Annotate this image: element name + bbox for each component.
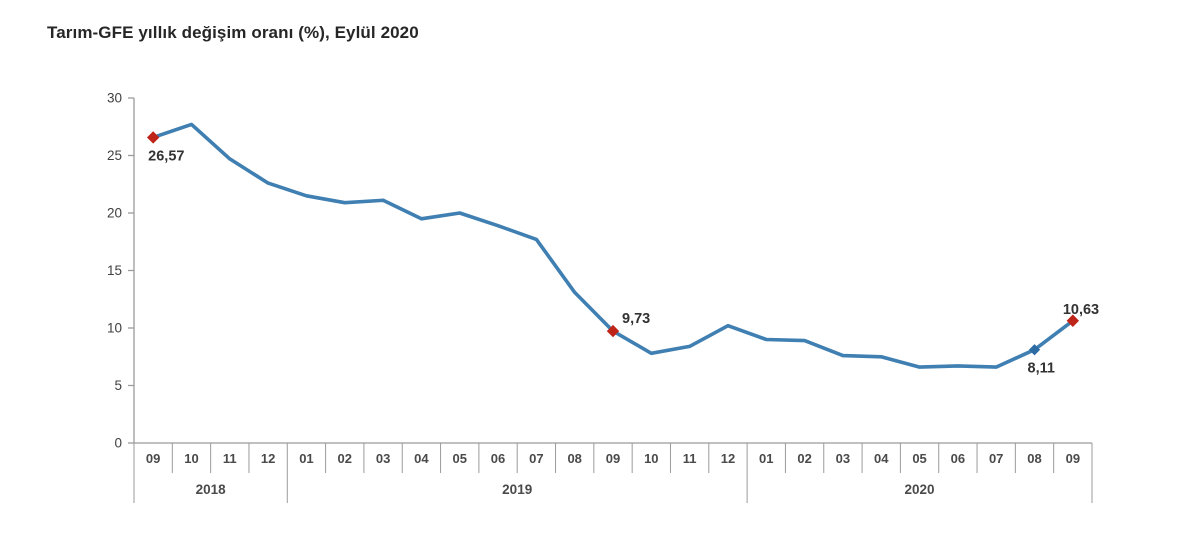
data-point-marker — [146, 131, 160, 144]
month-label: 03 — [836, 451, 850, 466]
month-label: 10 — [184, 451, 198, 466]
month-label: 11 — [223, 451, 237, 466]
month-label: 12 — [721, 451, 735, 466]
data-point-label: 8,11 — [1028, 361, 1055, 377]
month-label: 07 — [989, 451, 1003, 466]
year-label: 2018 — [196, 482, 227, 497]
month-label: 09 — [146, 451, 160, 466]
month-label: 09 — [1066, 451, 1080, 466]
year-label: 2020 — [905, 482, 935, 497]
data-point-marker — [606, 324, 620, 338]
month-label: 02 — [338, 451, 352, 466]
month-label: 06 — [491, 451, 505, 466]
y-tick-label: 25 — [107, 148, 122, 163]
month-label: 05 — [912, 451, 926, 466]
year-label: 2019 — [502, 482, 532, 497]
month-label: 05 — [452, 451, 466, 466]
month-label: 08 — [567, 451, 581, 466]
month-label: 04 — [414, 451, 429, 466]
month-label: 04 — [874, 451, 889, 466]
month-label: 01 — [299, 451, 313, 466]
month-label: 09 — [606, 451, 620, 466]
data-point-label: 10,63 — [1063, 302, 1099, 318]
chart-title: Tarım-GFE yıllık değişim oranı (%), Eylü… — [47, 23, 419, 42]
data-point-label: 26,57 — [148, 148, 184, 164]
month-label: 11 — [683, 451, 697, 466]
y-tick-label: 5 — [114, 378, 122, 393]
y-tick-label: 20 — [107, 206, 122, 221]
month-label: 03 — [376, 451, 390, 466]
month-label: 02 — [797, 451, 811, 466]
month-label: 12 — [261, 451, 275, 466]
data-point-marker — [1028, 344, 1041, 356]
y-tick-label: 0 — [114, 436, 122, 451]
month-label: 10 — [644, 451, 658, 466]
month-label: 01 — [759, 451, 773, 466]
data-point-label: 9,73 — [622, 311, 650, 327]
y-tick-label: 10 — [107, 321, 122, 336]
month-label: 07 — [529, 451, 543, 466]
y-tick-label: 30 — [107, 91, 122, 106]
y-tick-label: 15 — [107, 263, 122, 278]
data-point-marker — [1066, 314, 1080, 327]
month-label: 06 — [951, 451, 965, 466]
month-label: 08 — [1027, 451, 1041, 466]
